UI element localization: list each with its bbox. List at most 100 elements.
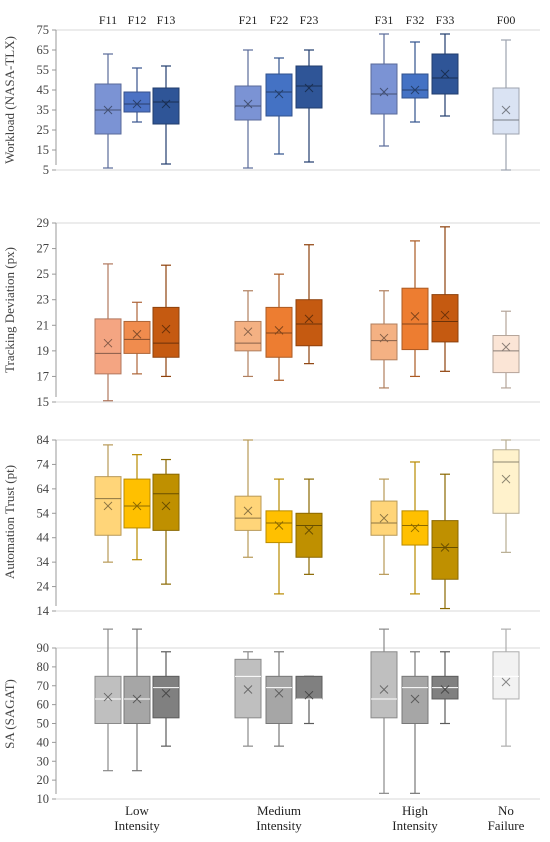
y-tick-label: 20	[37, 773, 50, 787]
y-tick-label: 23	[37, 293, 50, 307]
box-f00	[492, 628, 520, 747]
x-group-label: Intensity	[392, 818, 438, 833]
mean-marker	[103, 105, 113, 115]
mean-marker	[243, 99, 253, 109]
mean-marker	[103, 692, 113, 702]
panel-3: 14 24 34 44 54 64 74 84 Automation Trust (pt)	[2, 433, 540, 618]
x-group-label: Intensity	[256, 818, 302, 833]
box-iqr	[94, 83, 122, 135]
y-tick-label: 15	[37, 143, 50, 157]
box-f11	[94, 628, 122, 772]
box-iqr	[265, 306, 293, 358]
box-f32	[401, 651, 429, 794]
y-tick-label: 17	[37, 369, 50, 383]
box-iqr	[492, 335, 520, 374]
box-iqr	[123, 320, 151, 354]
mean-marker	[243, 327, 253, 337]
mean-marker	[274, 521, 284, 530]
mean-marker	[243, 685, 253, 694]
box-f33	[431, 33, 459, 117]
mean-marker	[379, 87, 389, 97]
box-iqr	[401, 73, 429, 99]
y-tick-label: 24	[37, 580, 50, 594]
box-f00	[492, 310, 520, 389]
mean-marker	[132, 694, 142, 704]
y-tick-label: 14	[37, 604, 50, 618]
mean-marker	[304, 314, 314, 324]
box-iqr	[492, 651, 520, 700]
box-f32	[401, 41, 429, 123]
box-iqr	[401, 675, 429, 724]
mean-marker	[440, 543, 450, 552]
mean-marker	[410, 694, 420, 704]
box-f00	[492, 439, 520, 553]
box-iqr	[123, 478, 151, 529]
y-tick-label: 25	[37, 267, 50, 281]
y-tick-label: 25	[37, 123, 50, 137]
box-iqr	[265, 675, 293, 724]
box-f32	[401, 461, 429, 595]
mean-marker	[440, 69, 450, 79]
column-label: F00	[497, 13, 516, 27]
x-group-labels: LowIntensityMediumIntensityHighIntensity…	[114, 803, 524, 833]
mean-marker	[161, 688, 171, 698]
y-tick-label: 21	[37, 318, 50, 332]
box-f22	[265, 651, 293, 747]
box-iqr	[431, 520, 459, 580]
box-iqr	[152, 473, 180, 531]
box-iqr	[94, 318, 122, 375]
box-f13	[152, 264, 180, 378]
y-tick-label: 10	[37, 792, 50, 806]
box-f13	[152, 651, 180, 747]
mean-marker	[410, 523, 420, 533]
mean-marker	[161, 324, 171, 334]
panel-1: 5 15 25 35 45 55 65 75 Workload (NASA-TLX)	[2, 23, 540, 177]
box-f22	[265, 273, 293, 381]
mean-marker	[410, 85, 420, 95]
box-f31	[370, 628, 398, 794]
mean-marker	[304, 83, 314, 93]
box-f21	[234, 439, 262, 558]
mean-marker	[304, 526, 314, 535]
column-labels: F11 F12 F13 F21 F22 F23 F31 F32 F33 F00	[99, 13, 515, 27]
mean-marker	[501, 342, 511, 352]
box-f11	[94, 53, 122, 169]
box-f32	[401, 240, 429, 378]
y-tick-label: 84	[37, 433, 50, 447]
box-iqr	[234, 320, 262, 352]
box-iqr	[234, 658, 262, 719]
box-f23	[295, 244, 323, 365]
box-f21	[234, 49, 262, 169]
box-iqr	[431, 294, 459, 343]
box-f21	[234, 651, 262, 747]
y-tick-label: 65	[37, 43, 50, 57]
box-f11	[94, 263, 122, 402]
box-iqr	[94, 675, 122, 724]
x-group-label: Intensity	[114, 818, 160, 833]
y-tick-label: 80	[37, 660, 50, 674]
y-tick-label: 35	[37, 103, 50, 117]
y-tick-label: 60	[37, 698, 50, 712]
box-iqr	[152, 87, 180, 125]
box-f22	[265, 57, 293, 155]
box-f12	[123, 67, 151, 123]
box-iqr	[234, 85, 262, 121]
y-tick-label: 30	[37, 754, 50, 768]
column-label: F21	[239, 13, 258, 27]
y-tick-label: 64	[37, 482, 50, 496]
mean-marker	[132, 501, 142, 511]
box-f00	[492, 39, 520, 171]
x-group-label: Low	[125, 803, 149, 818]
column-label: F12	[128, 13, 147, 27]
box-iqr	[370, 651, 398, 719]
mean-marker	[379, 685, 389, 694]
mean-marker	[379, 333, 389, 343]
mean-marker	[161, 501, 171, 511]
column-label: F11	[99, 13, 117, 27]
box-f31	[370, 478, 398, 575]
box-f33	[431, 473, 459, 610]
box-iqr	[234, 495, 262, 531]
y-tick-label: 74	[37, 457, 50, 471]
panel-4: 10 20 30 40 50 60 70 80 90 SA (SAGAT)	[2, 628, 540, 806]
